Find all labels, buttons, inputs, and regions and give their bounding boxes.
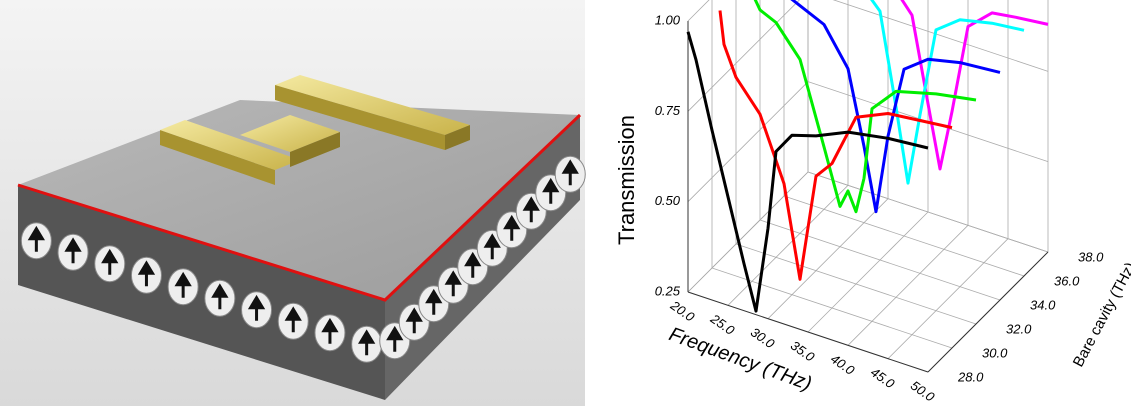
grid-line bbox=[687, 171, 809, 293]
spectrum-line bbox=[870, 0, 1025, 185]
y-axis-label: Transmission bbox=[614, 115, 639, 245]
depth-tick-label: 38.0 bbox=[1078, 249, 1104, 264]
spin-arrow bbox=[284, 306, 302, 333]
h-cross-top bbox=[240, 115, 340, 152]
spin-arrow bbox=[386, 325, 404, 352]
h-bar-top bbox=[160, 120, 300, 170]
y-tick-label: 0.50 bbox=[655, 193, 681, 208]
spin-arrow bbox=[358, 329, 376, 356]
h-bar-side bbox=[160, 130, 275, 185]
spin-arrow bbox=[522, 196, 540, 223]
spectrum-line bbox=[718, 10, 953, 281]
spin-arrow bbox=[464, 251, 482, 278]
spin-arrow bbox=[174, 271, 192, 298]
depth-tick-label: 28.0 bbox=[957, 369, 984, 384]
slab-top bbox=[18, 100, 580, 300]
h-bar-top bbox=[275, 75, 470, 135]
spin-arrow bbox=[561, 159, 579, 186]
depth-tick-label: 30.0 bbox=[982, 345, 1008, 360]
grid-line bbox=[711, 267, 953, 349]
h-bar-end bbox=[445, 125, 470, 150]
spin-arrow bbox=[444, 270, 462, 297]
x-tick-label: 20.0 bbox=[667, 297, 698, 325]
depth-tick-label: 36.0 bbox=[1054, 273, 1080, 288]
spectrum-line bbox=[790, 0, 1001, 214]
grid-line bbox=[687, 0, 800, 112]
h-bar-side bbox=[275, 85, 445, 150]
grid-line bbox=[687, 0, 710, 22]
interface-line bbox=[17, 113, 582, 302]
depth-tick-label: 34.0 bbox=[1030, 297, 1056, 312]
grid-line bbox=[767, 198, 889, 319]
chart: Transmission Frequency (THz) Bare cavity… bbox=[614, 0, 1131, 405]
grid-line bbox=[832, 0, 1049, 72]
depth-tick-label: 32.0 bbox=[1006, 321, 1032, 336]
y-tick-label: 0.25 bbox=[655, 283, 681, 298]
spin-arrows bbox=[20, 155, 586, 363]
grid-line bbox=[759, 219, 1001, 301]
x-tick-label: 30.0 bbox=[748, 324, 778, 351]
spin-arrow bbox=[27, 225, 45, 252]
spin-arrow bbox=[405, 307, 423, 334]
y-tick-label: 0.75 bbox=[655, 103, 681, 118]
spin-arrow bbox=[247, 294, 266, 321]
spectrum-line bbox=[686, 31, 929, 313]
slab-front-left bbox=[18, 185, 385, 400]
grid-line bbox=[735, 243, 977, 325]
spin-arrow bbox=[425, 288, 443, 315]
axis-line bbox=[927, 251, 1049, 373]
axis-line bbox=[687, 291, 929, 373]
spin-arrow bbox=[483, 233, 501, 260]
spin-arrow bbox=[211, 283, 229, 310]
grid-line bbox=[687, 81, 809, 202]
grid-line bbox=[847, 225, 969, 346]
grid-line bbox=[783, 195, 1025, 277]
spin-arrow bbox=[542, 177, 560, 204]
x-tick-label: 25.0 bbox=[707, 310, 738, 338]
spin-arrow bbox=[503, 214, 521, 241]
device-render bbox=[0, 0, 586, 406]
y-tick-label: 1.00 bbox=[655, 12, 681, 27]
spin-arrow bbox=[64, 237, 82, 264]
x-tick-label: 35.0 bbox=[788, 338, 818, 365]
spin-arrow bbox=[137, 260, 156, 287]
spectrum-line bbox=[900, 0, 1049, 171]
spectrum-line bbox=[753, 0, 977, 214]
grid-line bbox=[807, 171, 1049, 253]
spin-arrow bbox=[101, 248, 119, 275]
x-tick-label: 45.0 bbox=[868, 364, 898, 391]
h-cross-side bbox=[290, 132, 340, 167]
spin-arrow bbox=[321, 317, 339, 344]
grid-line bbox=[807, 211, 929, 333]
x-tick-label: 50.0 bbox=[908, 378, 938, 405]
x-axis-label: Frequency (THz) bbox=[666, 323, 815, 395]
grid-line bbox=[887, 238, 1009, 359]
x-tick-label: 40.0 bbox=[828, 351, 858, 378]
